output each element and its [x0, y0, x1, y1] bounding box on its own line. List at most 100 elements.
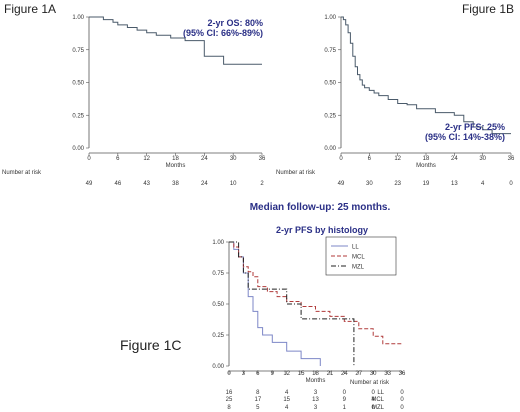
x-tick-label: 36: [399, 371, 406, 377]
survival-curve-1a: [89, 16, 262, 65]
x-tick-label: 30: [479, 156, 486, 162]
risk-value: 13: [312, 397, 319, 403]
risk-table-title: Number at risk: [276, 170, 316, 176]
y-tick-label: 0.00: [324, 146, 336, 152]
risk-value: 16: [226, 390, 233, 396]
risk-value: 0: [400, 397, 404, 403]
x-tick-label: 15: [298, 371, 305, 377]
risk-value: 9: [343, 397, 347, 403]
annotation-line: 2-yr OS: 80%: [207, 18, 263, 28]
survival-curve-ll: [229, 241, 321, 366]
y-tick-label: 0.50: [212, 302, 224, 308]
risk-value: 24: [201, 181, 208, 187]
risk-value: 4: [285, 390, 289, 396]
x-tick-label: 0: [339, 156, 343, 162]
y-tick-label: 0.00: [72, 146, 84, 152]
risk-value: 4: [481, 181, 485, 187]
y-tick-label: 0.00: [212, 364, 224, 370]
risk-table-title: Number at risk: [350, 380, 390, 386]
survival-curve-mcl: [229, 241, 402, 345]
y-tick-label: 0.75: [212, 271, 224, 277]
x-tick-label: 24: [341, 371, 348, 377]
risk-value: 3: [314, 405, 318, 411]
risk-value: 49: [338, 181, 345, 187]
risk-value: 19: [423, 181, 430, 187]
median-followup: Median follow-up: 25 months.: [250, 202, 391, 213]
x-tick-label: 30: [230, 156, 237, 162]
x-tick-label: 9: [271, 371, 275, 377]
x-tick-label: 36: [259, 156, 266, 162]
y-tick-label: 1.00: [212, 240, 224, 246]
risk-value: 49: [86, 181, 93, 187]
legend-entry-mzl: MZL: [352, 265, 365, 271]
risk-value: 3: [314, 390, 318, 396]
risk-value: 25: [226, 397, 233, 403]
x-tick-label: 18: [172, 156, 179, 162]
figure-label-a: Figure 1A: [4, 2, 56, 16]
x-tick-label: 18: [312, 371, 319, 377]
risk-value: 0: [509, 181, 513, 187]
risk-value: 43: [143, 181, 150, 187]
risk-value: 8: [256, 390, 260, 396]
x-tick-label: 6: [116, 156, 120, 162]
y-tick-label: 0.50: [324, 81, 336, 87]
chart-title: 2-yr PFS by histology: [276, 225, 368, 235]
risk-value: 0: [371, 405, 375, 411]
risk-row-label: LL: [377, 390, 384, 396]
risk-value: 0: [343, 390, 347, 396]
risk-value: 4: [371, 397, 375, 403]
x-tick-label: 33: [384, 371, 391, 377]
risk-value: 13: [451, 181, 458, 187]
x-tick-label: 30: [370, 371, 377, 377]
risk-value: 8: [227, 405, 231, 411]
risk-value: 2: [260, 181, 264, 187]
risk-value: 23: [394, 181, 401, 187]
x-tick-label: 24: [201, 156, 208, 162]
risk-value: 17: [254, 397, 261, 403]
y-tick-label: 0.25: [212, 333, 224, 339]
x-tick-label: 18: [423, 156, 430, 162]
risk-value: 30: [366, 181, 373, 187]
x-tick-label: 12: [143, 156, 150, 162]
risk-value: 0: [400, 390, 404, 396]
x-axis-label: Months: [306, 378, 326, 384]
x-tick-label: 0: [87, 156, 91, 162]
x-tick-label: 0: [227, 371, 231, 377]
y-tick-label: 0.50: [72, 81, 84, 87]
x-tick-label: 6: [368, 156, 372, 162]
risk-row-label: MCL: [371, 397, 384, 403]
survival-curve-mzl: [229, 241, 355, 366]
figure-label-b: Figure 1B: [462, 2, 514, 16]
x-tick-label: 12: [394, 156, 401, 162]
chart-1c: 0.000.250.500.751.000 3 6 9 12 15 18 21 24 27 30 33…: [212, 225, 406, 411]
risk-value: 10: [230, 181, 237, 187]
risk-value: 38: [172, 181, 179, 187]
annotation-line: (95% CI: 14%-38%): [425, 132, 505, 142]
y-tick-label: 1.00: [72, 15, 84, 21]
x-tick-label: 21: [327, 371, 334, 377]
y-tick-label: 0.75: [324, 48, 336, 54]
x-tick-label: 12: [283, 371, 290, 377]
x-axis-label: Months: [416, 163, 436, 169]
x-axis-label: Months: [166, 163, 186, 169]
legend-entry-mcl: MCL: [352, 255, 365, 261]
risk-value: 0: [371, 390, 375, 396]
y-tick-label: 0.25: [324, 113, 336, 119]
y-tick-label: 0.75: [72, 48, 84, 54]
legend-entry-ll: LL: [352, 245, 359, 251]
y-tick-label: 1.00: [324, 15, 336, 21]
figure-label-c: Figure 1C: [120, 337, 181, 353]
x-tick-label: 27: [355, 371, 362, 377]
survival-curve-1b: [341, 16, 511, 135]
risk-value: 0: [400, 405, 404, 411]
risk-value: 5: [256, 405, 260, 411]
x-tick-label: 36: [508, 156, 515, 162]
x-tick-label: 24: [451, 156, 458, 162]
risk-value: 4: [285, 405, 289, 411]
annotation-line: (95% CI: 66%-89%): [183, 28, 263, 38]
risk-value: 1: [343, 405, 347, 411]
risk-value: 15: [283, 397, 290, 403]
x-tick-label: 3: [242, 371, 246, 377]
x-tick-label: 6: [256, 371, 260, 377]
